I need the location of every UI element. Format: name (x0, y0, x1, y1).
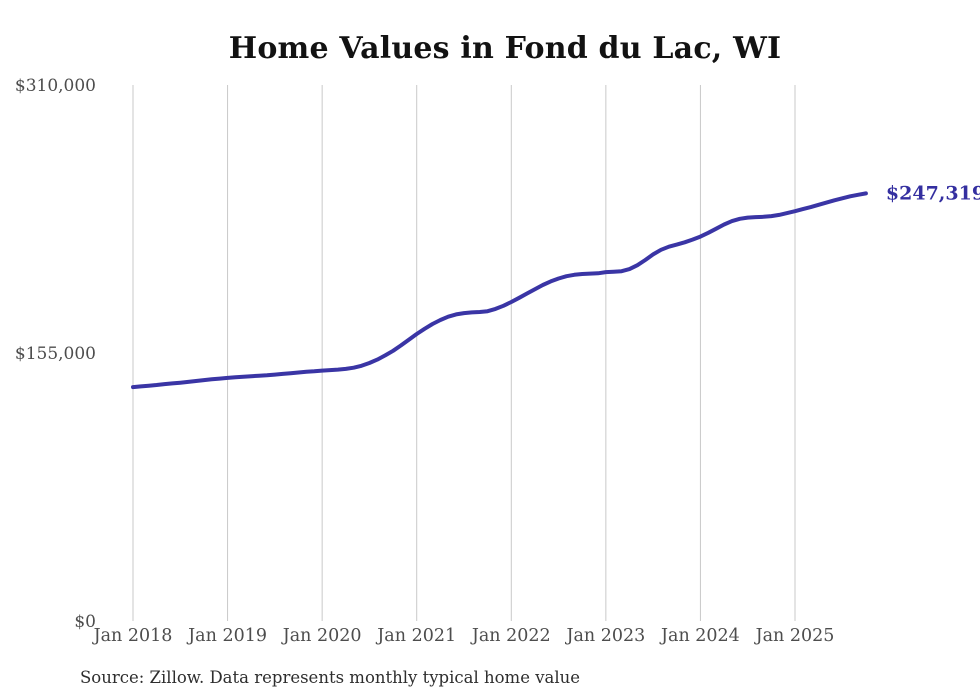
source-note: Source: Zillow. Data represents monthly … (80, 668, 581, 687)
x-axis-label: Jan 2024 (659, 626, 740, 646)
home-value-line (131, 191, 868, 390)
chart-title: Home Values in Fond du Lac, WI (228, 31, 782, 66)
y-axis-label: $155,000 (15, 344, 96, 364)
x-axis-label: Jan 2020 (281, 626, 362, 646)
x-axis-label: Jan 2023 (564, 626, 645, 646)
x-axis-label: Jan 2018 (92, 626, 173, 646)
x-axis-label: Jan 2021 (375, 626, 456, 646)
x-axis-label: Jan 2025 (754, 626, 835, 646)
x-axis-label: Jan 2022 (470, 626, 551, 646)
x-axis-label: Jan 2019 (186, 626, 267, 646)
y-axis-label: $0 (74, 612, 96, 632)
y-axis-label: $310,000 (15, 76, 96, 96)
current-value-label: $247,319 (886, 182, 980, 204)
